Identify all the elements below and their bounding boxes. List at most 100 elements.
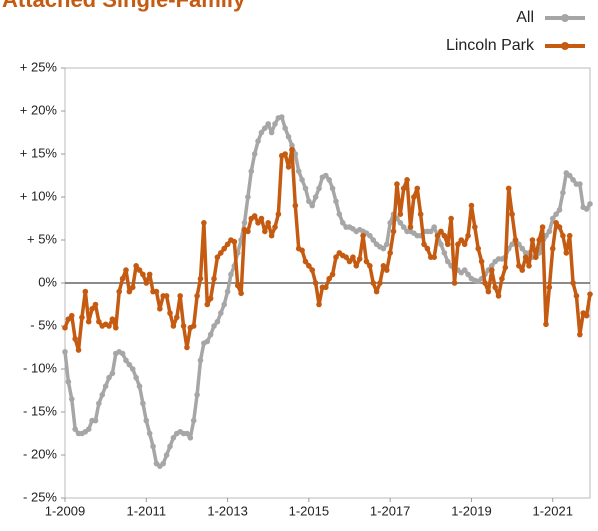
legend-label: All	[516, 9, 534, 26]
data-point	[441, 250, 448, 256]
data-point	[221, 245, 227, 252]
data-point	[153, 288, 160, 295]
data-point	[397, 211, 404, 217]
data-point	[75, 347, 82, 353]
data-point	[241, 220, 248, 226]
data-point	[444, 241, 451, 248]
data-point	[499, 275, 505, 282]
data-point	[272, 224, 278, 230]
data-point	[404, 177, 410, 183]
data-point	[448, 215, 454, 222]
series-line	[63, 115, 592, 468]
data-point	[441, 232, 448, 239]
data-point	[285, 164, 292, 170]
data-point	[400, 224, 407, 230]
data-point	[411, 194, 417, 200]
data-point	[258, 215, 265, 222]
data-point	[461, 267, 468, 273]
data-point	[350, 254, 356, 260]
data-point	[526, 263, 532, 269]
x-tick-label: 1-2021	[532, 503, 572, 518]
data-point	[326, 275, 332, 282]
x-tick-label: 1-2017	[370, 503, 410, 518]
data-point	[455, 241, 461, 248]
data-point	[282, 125, 288, 131]
x-tick-label: 1-2009	[45, 503, 85, 518]
data-point	[204, 338, 211, 345]
data-point	[383, 267, 390, 273]
data-point	[465, 232, 471, 239]
data-point	[184, 430, 190, 437]
data-point	[79, 314, 85, 321]
y-tick-label: + 5%	[27, 231, 57, 246]
data-point	[211, 323, 217, 329]
data-point	[343, 254, 349, 260]
data-point	[482, 280, 488, 286]
data-point	[218, 310, 224, 316]
data-point	[96, 400, 102, 407]
data-point	[173, 314, 180, 321]
data-point	[316, 301, 322, 308]
y-tick-label: - 10%	[23, 360, 57, 375]
data-point	[485, 288, 492, 295]
data-point	[218, 250, 224, 256]
data-point	[143, 417, 150, 424]
data-point	[262, 228, 268, 235]
data-point	[272, 121, 278, 127]
data-point	[184, 344, 190, 351]
data-point	[116, 288, 122, 295]
data-point	[333, 198, 339, 205]
data-point	[201, 220, 207, 226]
data-point	[309, 267, 316, 273]
data-point	[323, 284, 329, 291]
data-point	[251, 151, 258, 157]
data-point	[360, 232, 366, 239]
data-point	[167, 443, 173, 450]
data-point	[133, 374, 139, 381]
data-point	[68, 312, 75, 319]
data-point	[563, 250, 570, 256]
data-point	[167, 310, 173, 316]
data-point	[312, 194, 319, 200]
data-point	[207, 331, 214, 338]
y-tick-label: 0%	[38, 274, 57, 289]
data-point	[397, 220, 404, 226]
data-point	[194, 293, 200, 299]
data-point	[556, 224, 563, 230]
y-tick-label: - 20%	[23, 446, 57, 461]
data-point	[329, 271, 336, 278]
data-point	[99, 392, 106, 398]
data-point	[140, 271, 146, 278]
data-point	[163, 452, 170, 458]
data-point	[587, 201, 593, 207]
data-point	[228, 271, 234, 278]
data-point	[509, 241, 515, 248]
data-point	[383, 241, 390, 248]
data-point	[224, 288, 231, 295]
data-point	[417, 211, 424, 217]
data-point	[309, 202, 316, 209]
data-point	[106, 374, 112, 381]
data-point	[505, 185, 512, 192]
data-point	[380, 245, 387, 252]
data-point	[302, 258, 309, 265]
data-point	[282, 151, 288, 157]
data-point	[275, 211, 282, 217]
data-point	[143, 280, 150, 286]
data-point	[306, 263, 312, 269]
data-point	[113, 324, 119, 331]
data-point	[431, 224, 437, 230]
data-point	[512, 237, 519, 243]
data-point	[82, 288, 89, 295]
data-point	[363, 258, 370, 265]
data-point	[245, 228, 251, 235]
data-point	[543, 321, 549, 328]
data-point	[560, 189, 566, 196]
data-point	[163, 293, 170, 299]
data-point	[431, 254, 437, 260]
data-point	[102, 383, 109, 390]
chart-title: Attached Single-Family	[2, 0, 246, 12]
data-point	[329, 185, 336, 192]
data-point	[126, 288, 133, 295]
